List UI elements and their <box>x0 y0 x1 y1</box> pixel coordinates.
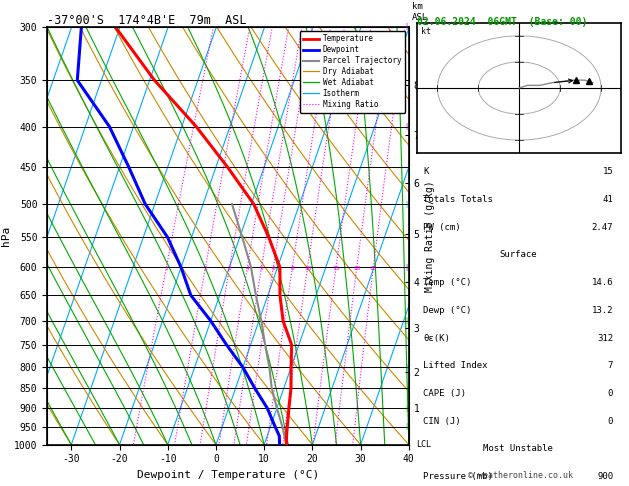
Text: 15: 15 <box>332 266 340 271</box>
Text: CIN (J): CIN (J) <box>423 417 461 426</box>
Y-axis label: Mixing Ratio (g/kg): Mixing Ratio (g/kg) <box>425 180 435 292</box>
Y-axis label: hPa: hPa <box>1 226 11 246</box>
Text: 5: 5 <box>260 266 264 271</box>
Text: |: | <box>404 123 409 130</box>
Text: © weatheronline.co.uk: © weatheronline.co.uk <box>468 471 572 480</box>
Text: |: | <box>404 201 409 208</box>
Text: 15: 15 <box>603 167 613 176</box>
Text: 0: 0 <box>608 389 613 398</box>
Text: CAPE (J): CAPE (J) <box>423 389 466 398</box>
Text: -37°00'S  174°4B'E  79m  ASL: -37°00'S 174°4B'E 79m ASL <box>47 14 247 27</box>
Text: Surface: Surface <box>499 250 537 260</box>
Text: 6: 6 <box>272 266 275 271</box>
Text: |: | <box>404 317 409 324</box>
Text: 7: 7 <box>608 361 613 370</box>
Text: |: | <box>404 23 409 30</box>
Text: 4: 4 <box>245 266 249 271</box>
Text: PW (cm): PW (cm) <box>423 223 461 232</box>
Text: 10: 10 <box>304 266 311 271</box>
Text: K: K <box>423 167 429 176</box>
Text: 2: 2 <box>204 266 208 271</box>
Text: 13.2: 13.2 <box>592 306 613 315</box>
Text: 02.06.2024  06GMT  (Base: 00): 02.06.2024 06GMT (Base: 00) <box>417 17 587 27</box>
Text: 25: 25 <box>370 266 377 271</box>
Text: Temp (°C): Temp (°C) <box>423 278 472 287</box>
Text: 0: 0 <box>608 417 613 426</box>
Text: kt: kt <box>421 27 431 36</box>
Text: 20: 20 <box>353 266 360 271</box>
Legend: Temperature, Dewpoint, Parcel Trajectory, Dry Adiabat, Wet Adiabat, Isotherm, Mi: Temperature, Dewpoint, Parcel Trajectory… <box>299 31 405 113</box>
Text: θε(K): θε(K) <box>423 333 450 343</box>
Text: |: | <box>404 364 409 371</box>
Text: km
ASL: km ASL <box>412 2 428 22</box>
Text: |: | <box>404 264 409 271</box>
Text: |: | <box>404 423 409 431</box>
Text: |: | <box>404 405 409 412</box>
Text: Pressure (mb): Pressure (mb) <box>423 472 493 481</box>
Text: LCL: LCL <box>416 440 431 449</box>
Text: Most Unstable: Most Unstable <box>483 444 554 453</box>
X-axis label: Dewpoint / Temperature (°C): Dewpoint / Temperature (°C) <box>137 470 319 480</box>
Text: 41: 41 <box>603 195 613 204</box>
Text: 312: 312 <box>597 333 613 343</box>
Text: Dewp (°C): Dewp (°C) <box>423 306 472 315</box>
Text: 1: 1 <box>165 266 168 271</box>
Text: Totals Totals: Totals Totals <box>423 195 493 204</box>
Text: 900: 900 <box>597 472 613 481</box>
Text: 3: 3 <box>228 266 231 271</box>
Text: 8: 8 <box>291 266 294 271</box>
Text: 2.47: 2.47 <box>592 223 613 232</box>
Text: Lifted Index: Lifted Index <box>423 361 488 370</box>
Text: 14.6: 14.6 <box>592 278 613 287</box>
